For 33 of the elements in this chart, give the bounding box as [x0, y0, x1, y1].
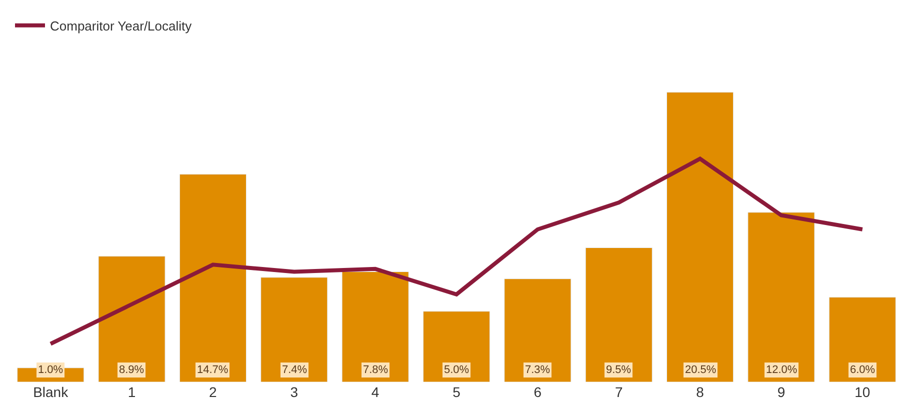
x-tick-label: 9 — [777, 384, 786, 400]
bar — [342, 272, 409, 382]
bar — [666, 92, 734, 382]
bar — [828, 296, 896, 382]
data-label: 14.7% — [197, 364, 228, 376]
data-label: 7.3% — [525, 364, 550, 376]
bar — [748, 212, 815, 382]
data-label: 1.0% — [38, 364, 64, 376]
x-tick-label: 4 — [371, 384, 380, 400]
bar — [585, 247, 652, 382]
bar — [422, 311, 490, 382]
data-label: 7.4% — [282, 364, 308, 376]
bar — [179, 174, 246, 382]
data-label: 20.5% — [685, 364, 716, 376]
data-label: 7.8% — [363, 364, 388, 376]
x-tick-label: 2 — [209, 384, 218, 400]
data-label: 8.9% — [119, 364, 144, 376]
x-tick-label: 10 — [854, 384, 870, 400]
x-tick-label: Blank — [33, 384, 70, 400]
x-tick-label: 6 — [534, 384, 542, 400]
x-tick-label: 7 — [614, 384, 623, 400]
x-tick-label: 5 — [452, 384, 461, 400]
data-label: 5.0% — [444, 364, 470, 376]
data-label: 6.0% — [850, 364, 876, 376]
bar — [98, 256, 166, 382]
bar — [504, 278, 572, 382]
x-tick-label: 3 — [290, 384, 298, 400]
x-tick-label: 8 — [696, 384, 704, 400]
x-tick-label: 1 — [128, 384, 136, 400]
data-label: 12.0% — [766, 364, 798, 376]
legend-label: Comparitor Year/Locality — [50, 18, 192, 34]
data-label: 9.5% — [606, 364, 632, 376]
bar — [260, 277, 328, 382]
